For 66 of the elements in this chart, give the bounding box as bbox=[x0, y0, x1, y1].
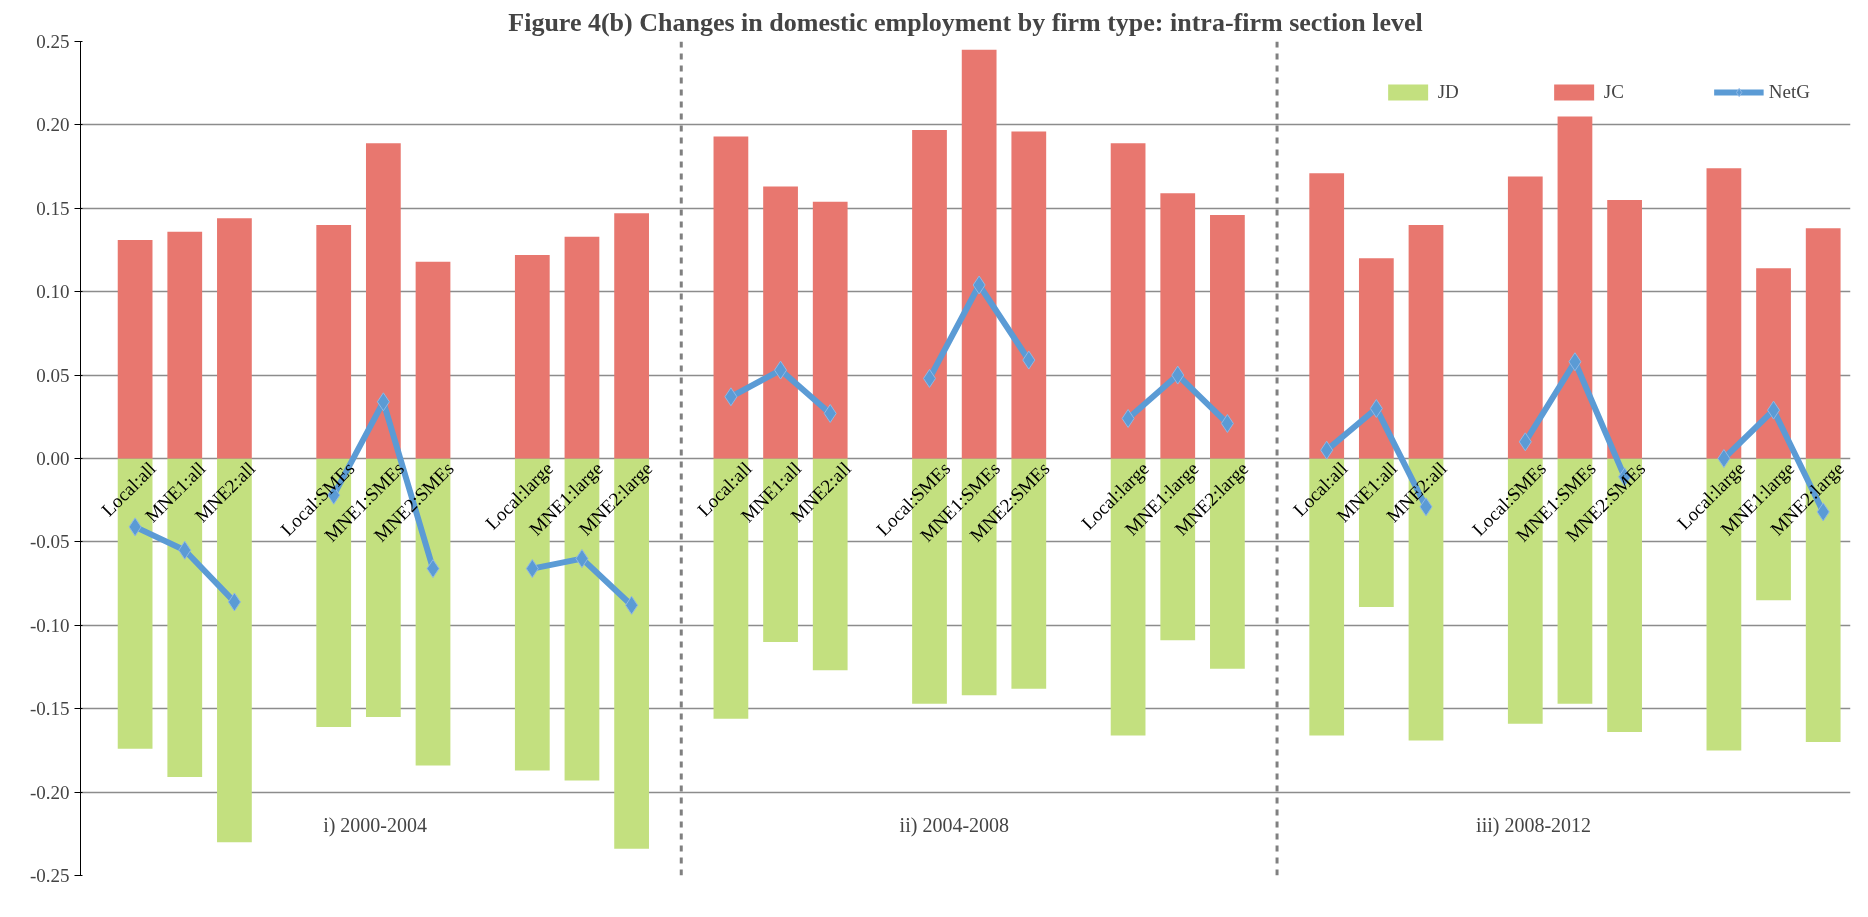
bar bbox=[1160, 193, 1196, 459]
bar bbox=[912, 129, 947, 459]
y-tick-label: -0.15 bbox=[29, 698, 70, 720]
point bbox=[1518, 432, 1532, 452]
point bbox=[972, 275, 986, 295]
point bbox=[426, 559, 440, 579]
bar bbox=[1110, 143, 1146, 459]
annotation: ii) 2004-2008 bbox=[899, 814, 1010, 838]
legend-label: JD bbox=[1437, 81, 1459, 103]
point bbox=[823, 403, 837, 423]
bar bbox=[1607, 199, 1642, 459]
y-tick-label: 0.20 bbox=[36, 114, 70, 136]
point bbox=[1767, 400, 1781, 420]
point bbox=[1171, 365, 1185, 385]
bar bbox=[713, 136, 749, 459]
y-tick-label: -0.10 bbox=[29, 614, 70, 636]
point bbox=[1022, 350, 1036, 370]
y-tick-label: 0.05 bbox=[36, 364, 70, 386]
point bbox=[625, 595, 639, 615]
bar bbox=[514, 255, 550, 459]
point bbox=[227, 592, 241, 612]
point bbox=[178, 540, 192, 560]
bar bbox=[961, 49, 997, 459]
point bbox=[774, 360, 788, 380]
bar bbox=[167, 231, 203, 459]
bar bbox=[564, 236, 600, 459]
bar bbox=[1706, 168, 1742, 459]
legend-label: NetG bbox=[1768, 81, 1810, 103]
y-tick-label: -0.25 bbox=[29, 865, 70, 886]
bar bbox=[316, 224, 352, 459]
bar bbox=[1210, 214, 1245, 459]
chart-title: Figure 4(b) Changes in domestic employment by firm type: intra-firm section level bbox=[508, 7, 1423, 37]
point bbox=[376, 392, 390, 412]
bar bbox=[1358, 258, 1394, 459]
bar bbox=[1805, 228, 1841, 459]
point bbox=[575, 549, 589, 569]
bar bbox=[1756, 268, 1791, 459]
point bbox=[1568, 352, 1582, 372]
point bbox=[1220, 413, 1234, 433]
bar bbox=[415, 261, 451, 459]
legend-label: JC bbox=[1603, 81, 1624, 103]
bar bbox=[763, 186, 798, 459]
point bbox=[1369, 398, 1383, 418]
point bbox=[525, 559, 539, 579]
annotation: i) 2000-2004 bbox=[323, 814, 428, 838]
point bbox=[1320, 440, 1334, 460]
y-tick-label: 0.10 bbox=[36, 281, 70, 303]
point bbox=[128, 517, 142, 537]
bar bbox=[365, 143, 401, 459]
bar bbox=[812, 201, 848, 459]
y-tick-label: 0.15 bbox=[36, 197, 70, 219]
bar bbox=[1309, 173, 1345, 459]
annotation: iii) 2008-2012 bbox=[1476, 814, 1592, 838]
point bbox=[1121, 408, 1135, 428]
y-tick-label: 0.25 bbox=[36, 31, 70, 52]
bar bbox=[1011, 131, 1047, 459]
bar bbox=[117, 239, 153, 459]
bar bbox=[614, 213, 649, 459]
bar bbox=[1557, 116, 1593, 459]
bar bbox=[1507, 176, 1543, 459]
y-tick-label: -0.20 bbox=[29, 781, 70, 803]
bar bbox=[217, 218, 252, 459]
bar bbox=[1408, 224, 1444, 459]
y-tick-label: 0.00 bbox=[36, 448, 70, 469]
point bbox=[724, 387, 738, 407]
y-tick-label: -0.05 bbox=[29, 531, 70, 553]
